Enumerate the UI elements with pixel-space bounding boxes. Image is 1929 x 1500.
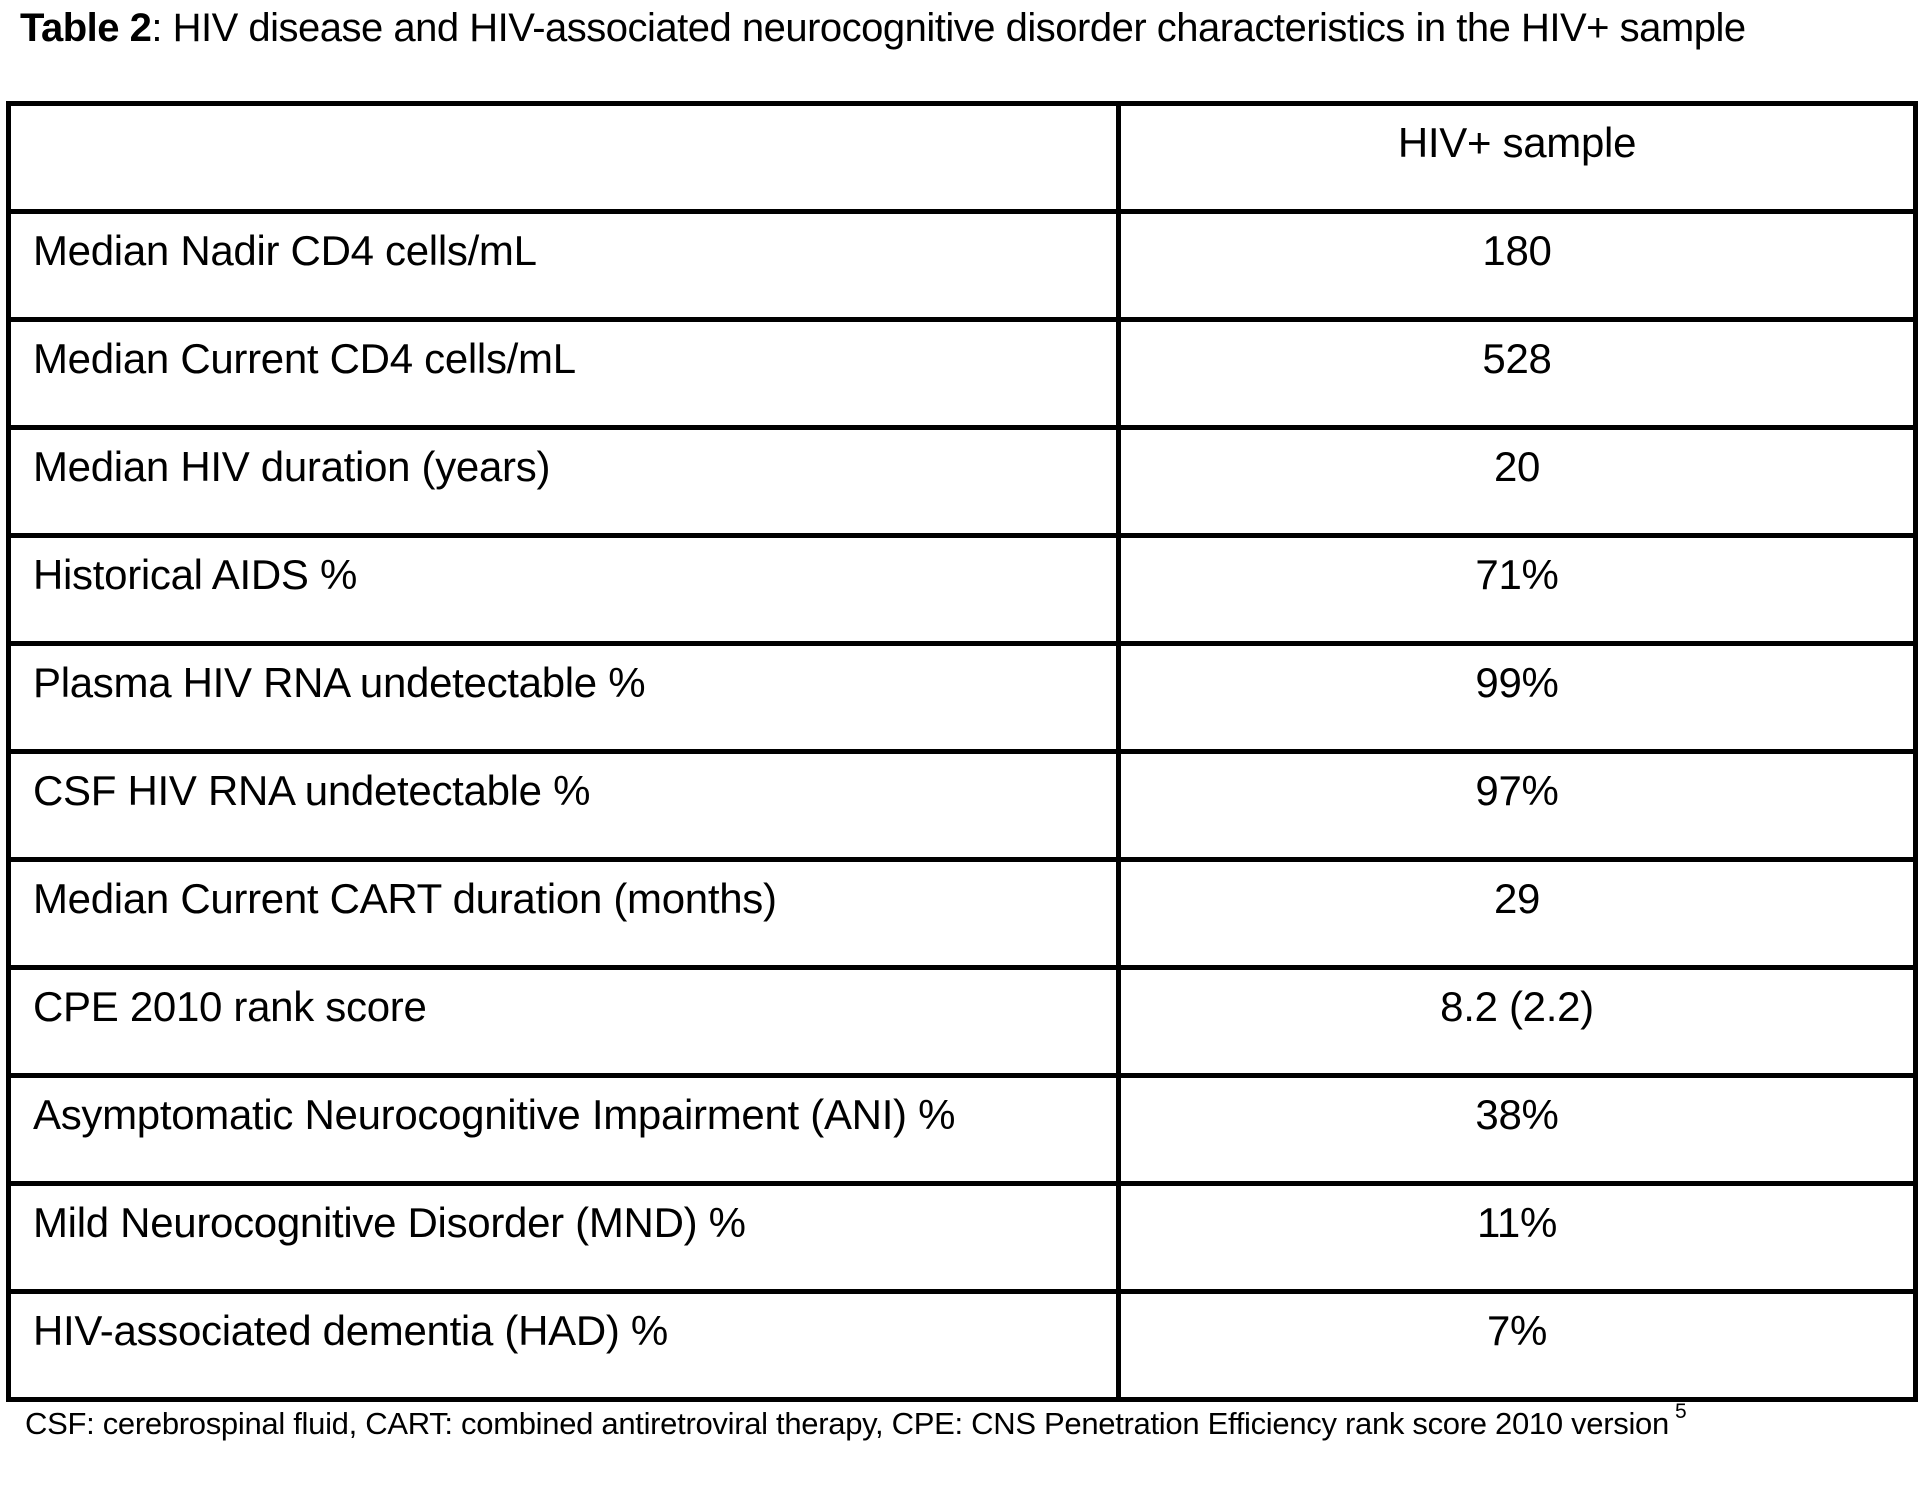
row-label: CSF HIV RNA undetectable % bbox=[6, 749, 1121, 862]
row-label: Historical AIDS % bbox=[6, 533, 1121, 646]
table-footnote: CSF: cerebrospinal fluid, CART: combined… bbox=[25, 1400, 1687, 1442]
row-value: 180 bbox=[1116, 209, 1918, 322]
table-row: Mild Neurocognitive Disorder (MND) % 11% bbox=[6, 1181, 1918, 1294]
row-value: 8.2 (2.2) bbox=[1116, 965, 1918, 1078]
row-value: 20 bbox=[1116, 425, 1918, 538]
row-label: Mild Neurocognitive Disorder (MND) % bbox=[6, 1181, 1121, 1294]
row-label: CPE 2010 rank score bbox=[6, 965, 1121, 1078]
hiv-characteristics-table: HIV+ sample Median Nadir CD4 cells/mL 18… bbox=[6, 101, 1918, 1402]
table-caption-number: Table 2 bbox=[20, 6, 152, 50]
row-value: 99% bbox=[1116, 641, 1918, 754]
table-row: Median HIV duration (years) 20 bbox=[6, 425, 1918, 538]
table-row: CSF HIV RNA undetectable % 97% bbox=[6, 749, 1918, 862]
table-row: Asymptomatic Neurocognitive Impairment (… bbox=[6, 1073, 1918, 1186]
table-row: CPE 2010 rank score 8.2 (2.2) bbox=[6, 965, 1918, 1078]
row-label: Median HIV duration (years) bbox=[6, 425, 1121, 538]
row-value: 38% bbox=[1116, 1073, 1918, 1186]
row-label: Asymptomatic Neurocognitive Impairment (… bbox=[6, 1073, 1121, 1186]
header-cell-empty bbox=[6, 101, 1121, 214]
table-row: Median Current CD4 cells/mL 528 bbox=[6, 317, 1918, 430]
table-row: Median Current CART duration (months) 29 bbox=[6, 857, 1918, 970]
footnote-text: CSF: cerebrospinal fluid, CART: combined… bbox=[25, 1406, 1669, 1441]
row-value: 11% bbox=[1116, 1181, 1918, 1294]
footnote-reference-superscript: 5 bbox=[1674, 1400, 1687, 1423]
table-row: Plasma HIV RNA undetectable % 99% bbox=[6, 641, 1918, 754]
row-label: Plasma HIV RNA undetectable % bbox=[6, 641, 1121, 754]
row-label: Median Current CD4 cells/mL bbox=[6, 317, 1121, 430]
table-caption: Table 2: HIV disease and HIV-associated … bbox=[20, 6, 1746, 51]
table-row: HIV-associated dementia (HAD) % 7% bbox=[6, 1289, 1918, 1402]
row-value: 7% bbox=[1116, 1289, 1918, 1402]
row-value: 528 bbox=[1116, 317, 1918, 430]
row-value: 29 bbox=[1116, 857, 1918, 970]
row-label: HIV-associated dementia (HAD) % bbox=[6, 1289, 1121, 1402]
table-row: Median Nadir CD4 cells/mL 180 bbox=[6, 209, 1918, 322]
row-label: Median Current CART duration (months) bbox=[6, 857, 1121, 970]
row-label: Median Nadir CD4 cells/mL bbox=[6, 209, 1121, 322]
row-value: 97% bbox=[1116, 749, 1918, 862]
table-header-row: HIV+ sample bbox=[6, 101, 1918, 214]
row-value: 71% bbox=[1116, 533, 1918, 646]
table-row: Historical AIDS % 71% bbox=[6, 533, 1918, 646]
header-cell-sample: HIV+ sample bbox=[1116, 101, 1918, 214]
table-caption-text: : HIV disease and HIV-associated neuroco… bbox=[151, 6, 1746, 50]
